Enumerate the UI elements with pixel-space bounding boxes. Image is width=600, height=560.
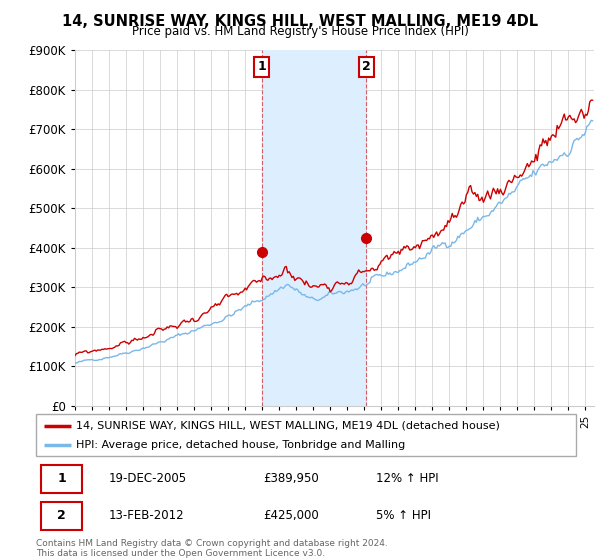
Text: Price paid vs. HM Land Registry's House Price Index (HPI): Price paid vs. HM Land Registry's House …: [131, 25, 469, 38]
FancyBboxPatch shape: [41, 465, 82, 493]
Text: £389,950: £389,950: [263, 472, 319, 486]
Text: 5% ↑ HPI: 5% ↑ HPI: [376, 509, 431, 522]
Text: 1: 1: [57, 472, 66, 486]
Text: HPI: Average price, detached house, Tonbridge and Malling: HPI: Average price, detached house, Tonb…: [77, 440, 406, 450]
Text: 14, SUNRISE WAY, KINGS HILL, WEST MALLING, ME19 4DL: 14, SUNRISE WAY, KINGS HILL, WEST MALLIN…: [62, 14, 538, 29]
Text: £425,000: £425,000: [263, 509, 319, 522]
FancyBboxPatch shape: [41, 502, 82, 530]
Text: Contains HM Land Registry data © Crown copyright and database right 2024.
This d: Contains HM Land Registry data © Crown c…: [36, 539, 388, 558]
FancyBboxPatch shape: [36, 414, 576, 456]
Text: 19-DEC-2005: 19-DEC-2005: [109, 472, 187, 486]
Text: 12% ↑ HPI: 12% ↑ HPI: [376, 472, 439, 486]
Text: 13-FEB-2012: 13-FEB-2012: [109, 509, 185, 522]
Text: 1: 1: [257, 60, 266, 73]
Bar: [262, 50, 367, 406]
Text: 14, SUNRISE WAY, KINGS HILL, WEST MALLING, ME19 4DL (detached house): 14, SUNRISE WAY, KINGS HILL, WEST MALLIN…: [77, 421, 500, 431]
Text: 2: 2: [362, 60, 371, 73]
Text: 2: 2: [57, 509, 66, 522]
